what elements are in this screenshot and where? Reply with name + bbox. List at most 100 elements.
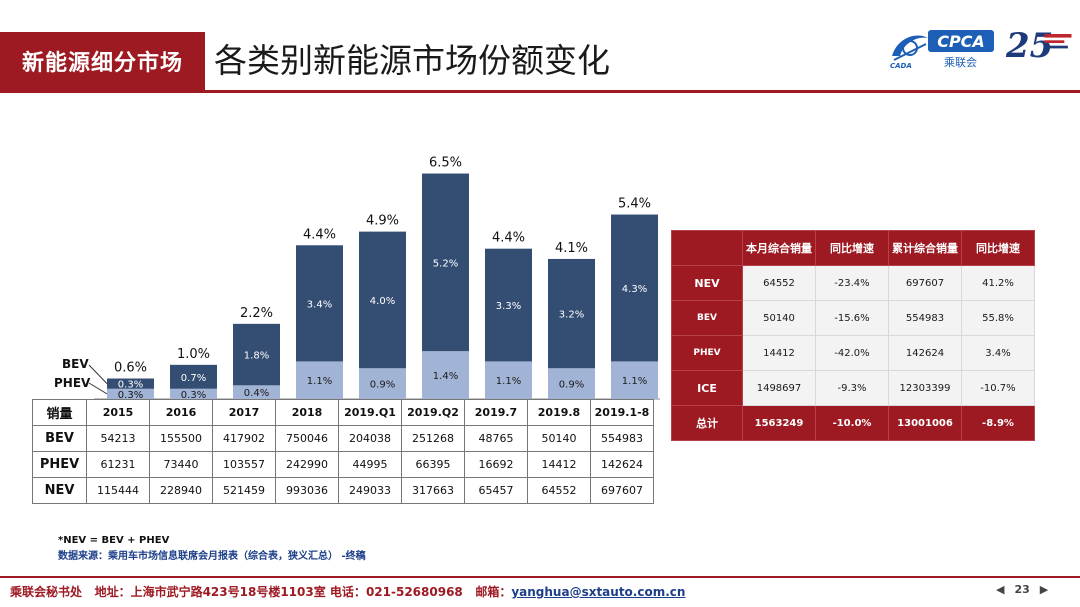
- footer-phone-label: 电话：: [329, 585, 366, 599]
- bev-bar-2019.7: [485, 248, 532, 362]
- bev-value-label: 3.2%: [559, 310, 584, 321]
- sales-cell: 142624: [590, 451, 654, 478]
- bev-value-label: 1.8%: [244, 351, 269, 362]
- sales-cell: 73440: [149, 451, 213, 478]
- bev-bar-2018: [296, 245, 343, 362]
- summary-row-label: PHEV: [671, 335, 743, 371]
- bev-bar-2019.8: [548, 258, 595, 369]
- footer-divider: [0, 576, 1080, 578]
- sales-cell: 155500: [149, 425, 213, 452]
- phev-value-label: 0.9%: [370, 380, 395, 391]
- bev-bar-2019.Q2: [422, 173, 469, 352]
- slide-pager: ◀ 23 ▶: [996, 583, 1048, 596]
- total-value-label: 6.5%: [429, 156, 462, 171]
- bev-bar-2019.1-8: [611, 214, 658, 362]
- bev-bar-2017: [233, 323, 280, 386]
- sales-col-header: 2019.Q1: [338, 399, 402, 426]
- phev-bar-2016: [170, 388, 217, 399]
- phev-bar-2018: [296, 361, 343, 399]
- summary-row-label: BEV: [671, 300, 743, 336]
- legend-phev: PHEV: [54, 376, 91, 390]
- sales-table-corner: 销量: [32, 399, 87, 426]
- sales-cell: 993036: [275, 477, 339, 504]
- sales-col-header: 2015: [86, 399, 150, 426]
- sales-cell: 228940: [149, 477, 213, 504]
- summary-cell: -23.4%: [815, 265, 889, 301]
- sales-cell: 61231: [86, 451, 150, 478]
- table-row: NEV 115444 228940 521459 993036 249033 3…: [32, 477, 654, 504]
- phev-value-label: 0.9%: [559, 380, 584, 391]
- sales-cell: 103557: [212, 451, 276, 478]
- total-value-label: 5.4%: [618, 197, 651, 212]
- sales-cell: 554983: [590, 425, 654, 452]
- anniversary-logo: 25: [1004, 26, 1074, 72]
- summary-cell: -15.6%: [815, 300, 889, 336]
- summary-col-header: 同比增速: [961, 230, 1035, 266]
- phev-bar-2019.7: [485, 361, 532, 399]
- sales-cell: 64552: [527, 477, 591, 504]
- summary-cell: 14412: [742, 335, 816, 371]
- table-row: BEV 50140 -15.6% 554983 55.8%: [671, 300, 1035, 336]
- phev-value-label: 1.1%: [622, 376, 647, 387]
- footer-phone: 021-52680968: [365, 585, 463, 599]
- prev-slide-icon[interactable]: ◀: [996, 583, 1005, 596]
- summary-cell: 142624: [888, 335, 962, 371]
- sales-cell: 14412: [527, 451, 591, 478]
- sales-cell: 48765: [464, 425, 528, 452]
- footer-email-link[interactable]: yanghua@sxtauto.com.cn: [511, 585, 686, 599]
- summary-cell: 554983: [888, 300, 962, 336]
- data-source-note: 数据来源：乘用车市场信息联席会月报表（综合表，狭义汇总） -终稿: [58, 551, 366, 562]
- table-row: 总计 1563249 -10.0% 13001006 -8.9%: [671, 405, 1035, 441]
- next-slide-icon[interactable]: ▶: [1039, 583, 1049, 596]
- sales-table-header-row: 销量 2015 2016 2017 2018 2019.Q1 2019.Q2 2…: [32, 399, 654, 426]
- summary-col-header: 累计综合销量: [888, 230, 962, 266]
- bev-bar-2015: [107, 378, 154, 389]
- bev-value-label: 4.3%: [622, 284, 647, 295]
- phev-value-label: 0.3%: [118, 390, 143, 400]
- summary-cell: -10.7%: [961, 370, 1035, 406]
- summary-table: 本月综合销量 同比增速 累计综合销量 同比增速 NEV 64552 -23.4%…: [671, 230, 1035, 441]
- bev-value-label: 5.2%: [433, 258, 458, 269]
- sales-table: 销量 2015 2016 2017 2018 2019.Q1 2019.Q2 2…: [32, 399, 654, 504]
- phev-bar-2017: [233, 385, 280, 399]
- sales-cell: 697607: [590, 477, 654, 504]
- anniversary-ribbon-icon: [1044, 34, 1072, 49]
- sales-cell: 66395: [401, 451, 465, 478]
- summary-cell: 50140: [742, 300, 816, 336]
- sales-cell: 521459: [212, 477, 276, 504]
- cada-label: CADA: [890, 62, 912, 70]
- summary-cell: 13001006: [888, 405, 962, 441]
- sales-row-label: NEV: [32, 477, 87, 504]
- total-value-label: 4.4%: [303, 227, 336, 242]
- summary-row-label: ICE: [671, 370, 743, 406]
- summary-cell: -9.3%: [815, 370, 889, 406]
- nev-formula-note: *NEV = BEV + PHEV: [58, 535, 170, 546]
- sales-col-header: 2019.8: [527, 399, 591, 426]
- page-title: 各类别新能源市场份额变化: [214, 41, 610, 80]
- sales-row-label: BEV: [32, 425, 87, 452]
- phev-value-label: 1.1%: [496, 376, 521, 387]
- sales-cell: 750046: [275, 425, 339, 452]
- sales-cell: 44995: [338, 451, 402, 478]
- footer-email-label: 邮箱：: [475, 585, 512, 599]
- sales-cell: 16692: [464, 451, 528, 478]
- summary-cell: 64552: [742, 265, 816, 301]
- summary-col-header: 本月综合销量: [742, 230, 816, 266]
- summary-cell: -8.9%: [961, 405, 1035, 441]
- sales-cell: 251268: [401, 425, 465, 452]
- total-value-label: 1.0%: [177, 347, 210, 362]
- phev-bar-2015: [107, 388, 154, 399]
- summary-row-label: NEV: [671, 265, 743, 301]
- cpca-subtitle: 乘联会: [944, 56, 977, 69]
- sales-col-header: 2017: [212, 399, 276, 426]
- bev-value-label: 3.3%: [496, 301, 521, 312]
- sales-cell: 65457: [464, 477, 528, 504]
- summary-cell: 55.8%: [961, 300, 1035, 336]
- bev-value-label: 0.3%: [118, 380, 143, 391]
- bev-bar-2016: [170, 364, 217, 389]
- sales-col-header: 2019.1-8: [590, 399, 654, 426]
- total-value-label: 0.6%: [114, 361, 147, 376]
- phev-value-label: 0.4%: [244, 388, 269, 399]
- phev-bar-2019.1-8: [611, 361, 658, 399]
- sales-cell: 249033: [338, 477, 402, 504]
